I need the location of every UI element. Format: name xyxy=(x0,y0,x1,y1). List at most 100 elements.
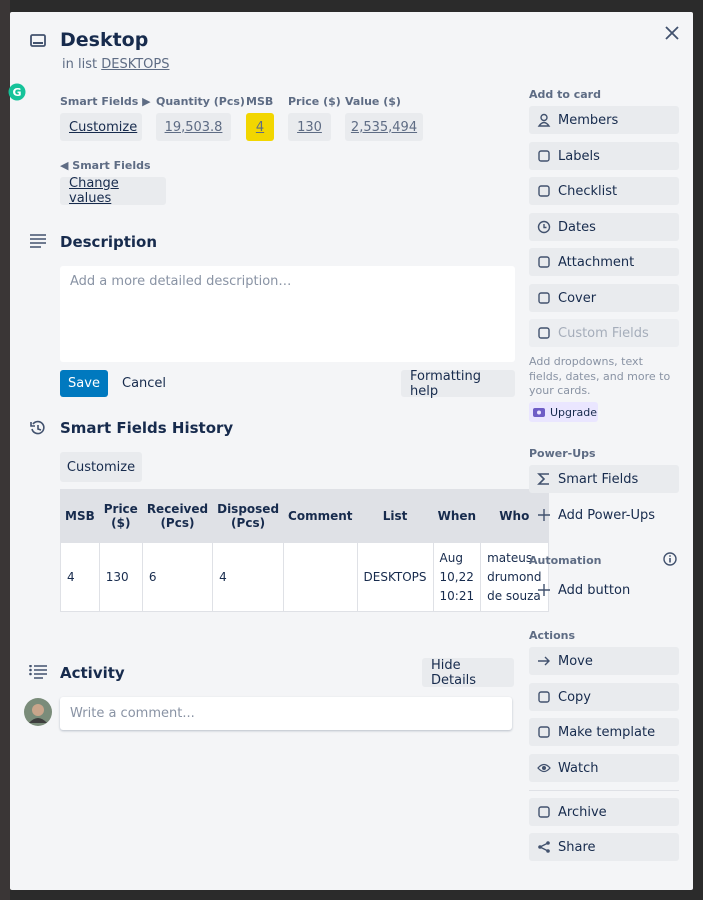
custom-fields-note: Add dropdowns, text fields, dates, and m… xyxy=(529,355,671,397)
sidebar-button[interactable]: Smart Fields xyxy=(529,465,679,493)
sidebar-button[interactable]: Archive xyxy=(529,798,679,826)
upgrade-button[interactable]: Upgrade xyxy=(529,402,598,422)
field-label: Price ($) xyxy=(288,95,341,108)
history-customize-button[interactable]: Customize xyxy=(60,452,142,482)
column-header: Received (Pcs) xyxy=(141,489,214,543)
column-header: Price ($) xyxy=(98,489,143,543)
button-icon xyxy=(538,327,550,339)
list-prefix: in list xyxy=(62,57,98,72)
hide-details-button[interactable]: Hide Details xyxy=(422,658,514,688)
table-cell: 4 xyxy=(60,542,100,612)
button-icon xyxy=(538,726,550,738)
button-text: Attachment xyxy=(558,254,635,270)
field-text: 130 xyxy=(297,119,322,135)
column-header: Comment xyxy=(283,489,358,543)
button-text: Share xyxy=(558,839,596,855)
field-value[interactable]: 2,535,494 xyxy=(345,113,423,141)
button-icon xyxy=(537,113,551,127)
sidebar-button[interactable]: Dates xyxy=(529,213,679,241)
table-cell: 4 xyxy=(212,542,285,612)
history-icon xyxy=(30,420,45,435)
button-icon xyxy=(537,763,551,773)
button-text: Archive xyxy=(558,804,607,820)
list-info: in list DESKTOPS xyxy=(62,57,169,72)
table-cell: 6 xyxy=(141,542,214,612)
smart-fields-collapse[interactable]: ◀ Smart Fields xyxy=(60,159,151,172)
button-text: Add button xyxy=(558,582,631,598)
sidebar-button[interactable]: Cover xyxy=(529,284,679,312)
field-value[interactable]: 4 xyxy=(246,113,274,141)
button-text: Labels xyxy=(558,148,600,164)
button-icon xyxy=(538,292,550,304)
field-label: Quantity (Pcs) xyxy=(156,95,245,108)
comment-input[interactable]: Write a comment... xyxy=(60,697,512,730)
sidebar-button[interactable]: Add button xyxy=(529,576,679,604)
smart-fields-label: Smart Fields ▶ xyxy=(60,95,151,108)
card-icon xyxy=(30,34,46,47)
placeholder: Add a more detailed description… xyxy=(70,274,292,289)
info-icon[interactable] xyxy=(663,552,677,566)
change-values-button[interactable]: Change values xyxy=(60,176,166,206)
button-text: Make template xyxy=(558,724,656,740)
button-icon xyxy=(537,220,551,234)
header-row: MSB Price ($) Received (Pcs) Disposed (Pcs)… xyxy=(60,489,549,543)
save-button[interactable]: Save xyxy=(60,370,108,397)
table-cell: Aug 10,22 10:21 xyxy=(432,542,482,612)
sidebar-button[interactable]: Labels xyxy=(529,142,679,170)
button-text: Change values xyxy=(69,176,119,206)
button-text: Cover xyxy=(558,290,597,306)
field-value[interactable]: 19,503.8 xyxy=(156,113,231,141)
button-icon xyxy=(538,691,550,703)
cancel-button[interactable]: Cancel xyxy=(122,376,167,391)
close-button[interactable] xyxy=(665,26,679,40)
description-input[interactable]: Add a more detailed description… xyxy=(60,266,515,362)
table-cell xyxy=(283,542,358,612)
customize-button[interactable]: Customize xyxy=(60,113,142,141)
button-icon xyxy=(538,841,550,853)
sidebar-button[interactable]: Custom Fields xyxy=(529,319,679,347)
button-text: Watch xyxy=(558,760,599,776)
button-icon xyxy=(538,584,550,596)
formatting-help-button[interactable]: Formatting help xyxy=(401,369,515,399)
column-header: List xyxy=(356,489,434,543)
button-icon xyxy=(538,256,550,268)
sidebar-button[interactable]: Make template xyxy=(529,718,679,746)
sidebar-heading: Automation xyxy=(529,554,602,567)
placeholder: Write a comment... xyxy=(70,706,195,721)
description-icon xyxy=(30,234,46,248)
button-text: Copy xyxy=(558,689,591,705)
table-cell: DESKTOPS xyxy=(356,542,434,612)
upgrade-icon xyxy=(533,408,545,417)
button-text: Checklist xyxy=(558,183,618,199)
button-text: Customize xyxy=(69,119,138,135)
sidebar-button[interactable]: Watch xyxy=(529,754,679,782)
sidebar-button[interactable]: Checklist xyxy=(529,177,679,205)
separator xyxy=(529,790,679,791)
field-value[interactable]: 130 xyxy=(288,113,331,141)
sidebar-button[interactable]: Copy xyxy=(529,683,679,711)
sidebar-heading: Add to card xyxy=(529,88,601,101)
button-icon xyxy=(538,806,550,818)
sidebar-button[interactable]: Share xyxy=(529,833,679,861)
history-table: MSB Price ($) Received (Pcs) Disposed (Pcs)… xyxy=(60,489,549,612)
list-link[interactable]: DESKTOPS xyxy=(101,57,170,72)
sidebar-button[interactable]: Add Power-Ups xyxy=(529,501,679,529)
column-header: Who xyxy=(480,489,549,543)
activity-title: Activity xyxy=(60,664,125,682)
sidebar-button[interactable]: Attachment xyxy=(529,248,679,276)
avatar xyxy=(24,698,52,726)
button-icon xyxy=(537,473,549,485)
button-icon xyxy=(538,185,550,197)
field-text: 2,535,494 xyxy=(350,119,418,135)
button-icon xyxy=(538,509,550,521)
table-row: 4 130 6 4 DESKTOPS Aug 10,22 10:21 mateus drum… xyxy=(60,542,549,612)
table-cell: 130 xyxy=(98,542,143,612)
svg-text:G: G xyxy=(12,86,21,99)
sidebar-heading: Actions xyxy=(529,629,575,642)
column-header: MSB xyxy=(60,489,100,543)
field-label: MSB xyxy=(246,95,274,108)
description-title: Description xyxy=(60,233,158,251)
sidebar-button[interactable]: Members xyxy=(529,106,679,134)
field-text: 4 xyxy=(255,119,265,135)
sidebar-button[interactable]: Move xyxy=(529,647,679,675)
